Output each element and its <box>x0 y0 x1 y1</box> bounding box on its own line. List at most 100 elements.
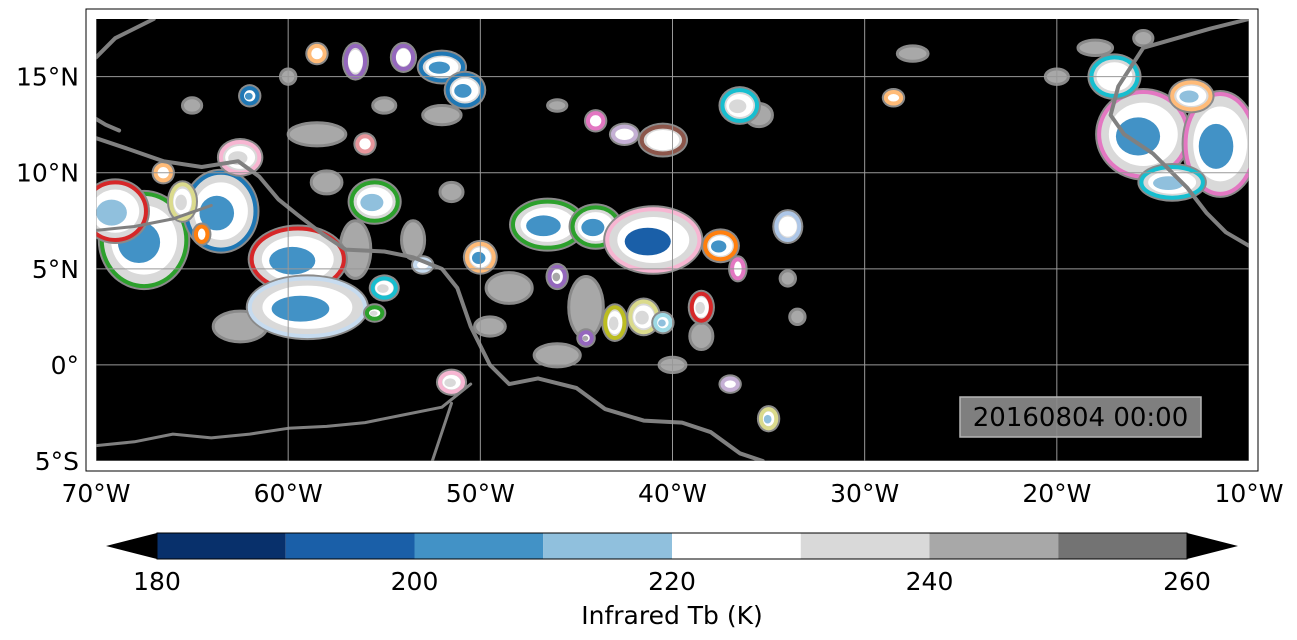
cloud-outline <box>883 90 904 106</box>
gray-cloud-patch <box>778 269 797 288</box>
gridline-layer <box>96 19 1249 461</box>
cloud-core <box>244 92 253 100</box>
cloud-core <box>617 131 629 139</box>
cloud-core <box>695 301 705 314</box>
cloud-outline <box>364 305 385 321</box>
cloud-outline <box>391 43 416 71</box>
colorbar: 180 200 220 240 260 Infrared Tb (K) <box>106 532 1238 630</box>
cloud-system <box>353 132 377 156</box>
cloud-outline <box>1170 80 1213 112</box>
colorbar-tick-label: 200 <box>391 567 439 596</box>
timestamp-box-bg <box>959 396 1202 438</box>
cloud-core <box>552 272 561 282</box>
colorbar-tick-label: 180 <box>133 567 181 596</box>
cloud-system <box>881 88 906 108</box>
cloud-system <box>583 109 608 133</box>
cloud-system <box>701 228 740 264</box>
cloud-outline <box>193 224 210 244</box>
cloud-core <box>608 316 619 331</box>
colorbar-tick-label: 220 <box>648 567 696 596</box>
cloud-core <box>658 319 666 327</box>
cloud-core <box>312 50 320 58</box>
cloud-core <box>763 414 772 424</box>
coastline <box>96 136 765 461</box>
cloud-system <box>509 197 587 252</box>
x-tick-label: 30°W <box>830 479 899 508</box>
colorbar-segment <box>414 533 544 559</box>
cloud-system <box>238 84 262 108</box>
y-tick-label: 5°N <box>32 255 79 284</box>
cloud-core <box>711 240 727 253</box>
cloud-system <box>389 41 418 73</box>
gray-cloud-patch <box>400 219 427 261</box>
colorbar-segment <box>929 533 1059 559</box>
gray-cloud-patch <box>1132 29 1155 48</box>
timestamp-box: 20160804 00:00 <box>959 396 1202 438</box>
y-tick-labels: 15°N 10°N 5°N 0° 5°S <box>16 63 79 476</box>
cloud-outline <box>689 291 713 323</box>
gray-cloud-patch <box>688 321 715 352</box>
colorbar-segment <box>1058 533 1187 559</box>
cloud-system <box>651 310 675 335</box>
coastline <box>96 19 156 60</box>
y-tick-label: 5°S <box>35 447 79 476</box>
cloud-system <box>191 222 212 246</box>
colorbar-segment <box>157 533 286 559</box>
cloud-system <box>772 209 804 244</box>
cloud-outline <box>639 124 687 156</box>
cloud-core <box>397 52 408 64</box>
cloud-system <box>576 328 596 348</box>
cloud-outline <box>578 330 594 346</box>
cloud-core <box>428 61 450 74</box>
cloud-outline <box>603 305 627 341</box>
y-tick-label: 0° <box>51 351 79 380</box>
cloud-core <box>1100 68 1124 87</box>
cloud-core <box>526 215 561 237</box>
cloud-outline <box>720 88 760 123</box>
cloud-outline <box>758 407 779 431</box>
coastline <box>1108 19 1249 248</box>
cloud-system <box>608 122 640 146</box>
cloud-system <box>368 274 400 302</box>
colorbar-label: Infrared Tb (K) <box>581 601 763 630</box>
cloud-core <box>269 246 316 275</box>
cloud-system <box>1095 88 1192 181</box>
cloud-system <box>1137 162 1207 202</box>
cloud-systems-layer <box>96 41 1249 433</box>
cloud-core <box>888 95 897 101</box>
gray-cloud-patch <box>473 315 507 338</box>
cloud-core <box>1179 90 1199 103</box>
cloud-core <box>360 193 384 212</box>
cloud-system <box>245 274 370 341</box>
gray-cloud-patch <box>788 307 807 327</box>
cloud-core <box>360 140 368 148</box>
cloud-outline <box>720 376 740 392</box>
timestamp-label: 20160804 00:00 <box>973 403 1189 433</box>
x-tick-label: 40°W <box>638 479 707 508</box>
cloud-system <box>347 178 402 225</box>
x-tick-label: 50°W <box>446 479 515 508</box>
cloud-outline <box>1183 91 1249 196</box>
x-tick-label: 20°W <box>1022 479 1091 508</box>
cloud-outline <box>168 182 197 221</box>
cloud-outline <box>585 111 606 131</box>
cloud-outline <box>547 264 567 289</box>
cloud-core <box>199 195 235 231</box>
cloud-core <box>581 218 605 237</box>
gray-cloud-patch <box>180 96 204 115</box>
gray-cloud-patch <box>895 44 930 63</box>
cloud-system <box>637 122 689 158</box>
cloud-system <box>1168 78 1215 114</box>
cloud-core <box>582 335 589 341</box>
cloud-system <box>718 86 762 125</box>
colorbar-under-triangle <box>106 533 157 559</box>
gray-cloud-patch <box>1076 38 1115 58</box>
cloud-system <box>756 405 781 433</box>
cloud-core <box>590 117 599 125</box>
cloud-system <box>216 137 264 177</box>
cloud-system <box>601 303 629 343</box>
cloud-core <box>649 134 671 147</box>
cloud-outline <box>605 207 702 273</box>
colorbar-segment <box>800 533 930 559</box>
